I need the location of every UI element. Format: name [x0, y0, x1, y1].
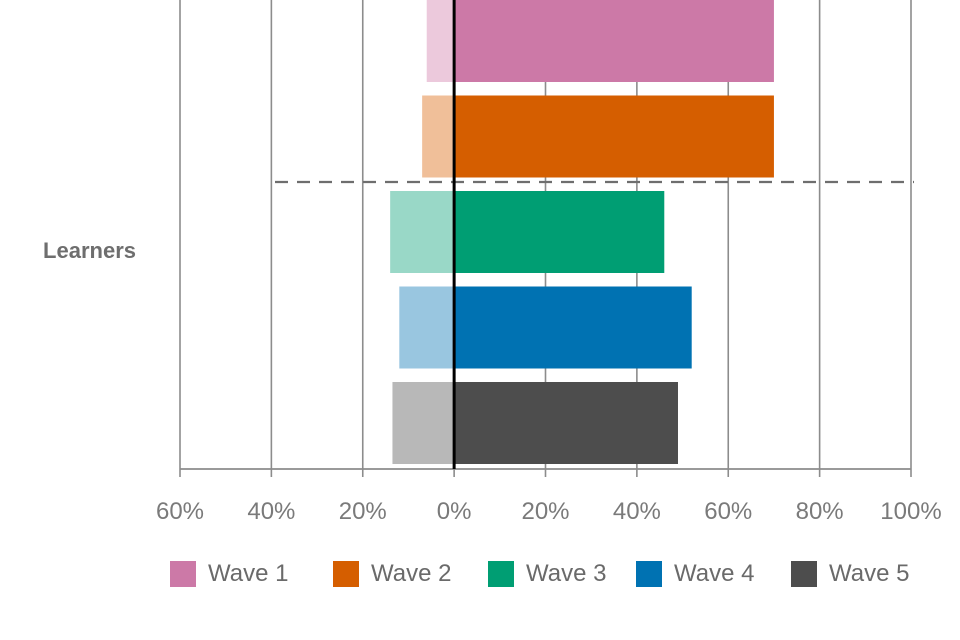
legend-swatch — [488, 561, 514, 587]
legend-label: Wave 2 — [371, 560, 452, 587]
bar-negative — [399, 286, 455, 369]
legend-swatch — [333, 561, 359, 587]
bar-negative — [390, 191, 455, 273]
bar-positive — [454, 0, 774, 82]
x-tick-label: 20% — [339, 498, 387, 525]
bars — [390, 0, 774, 464]
bar-positive — [454, 382, 678, 464]
legend: Wave 1 Wave 2 Wave 3 Wave 4 Wave 5 — [0, 552, 960, 596]
legend-swatch — [170, 561, 196, 587]
legend-item: Wave 3 — [488, 552, 606, 596]
legend-swatch — [636, 561, 662, 587]
legend-item: Wave 1 — [170, 552, 288, 596]
x-tick-label: 60% — [704, 498, 752, 525]
bar-negative — [392, 382, 455, 464]
x-tick-label: 80% — [796, 498, 844, 525]
legend-label: Wave 4 — [674, 560, 755, 587]
legend-item: Wave 5 — [791, 552, 909, 596]
bar-positive — [454, 191, 665, 273]
legend-item: Wave 4 — [636, 552, 754, 596]
x-tick-label: 0% — [437, 498, 472, 525]
x-tick-label: 40% — [247, 498, 295, 525]
bar-positive — [454, 286, 692, 369]
bar-negative — [422, 95, 455, 178]
legend-label: Wave 5 — [829, 560, 910, 587]
legend-item: Wave 2 — [333, 552, 451, 596]
x-tick-label: 60% — [156, 498, 204, 525]
bar-positive — [454, 95, 774, 178]
legend-label: Wave 1 — [208, 560, 289, 587]
legend-label: Wave 3 — [526, 560, 607, 587]
x-tick-label: 20% — [521, 498, 569, 525]
bar-negative — [426, 0, 455, 82]
x-tick-labels: 60% 40% 20% 0% 20% 40% 60% 80% 100% — [156, 469, 942, 525]
x-tick-label: 100% — [880, 498, 941, 525]
category-label: Learners — [43, 238, 136, 263]
legend-swatch — [791, 561, 817, 587]
x-tick-label: 40% — [613, 498, 661, 525]
